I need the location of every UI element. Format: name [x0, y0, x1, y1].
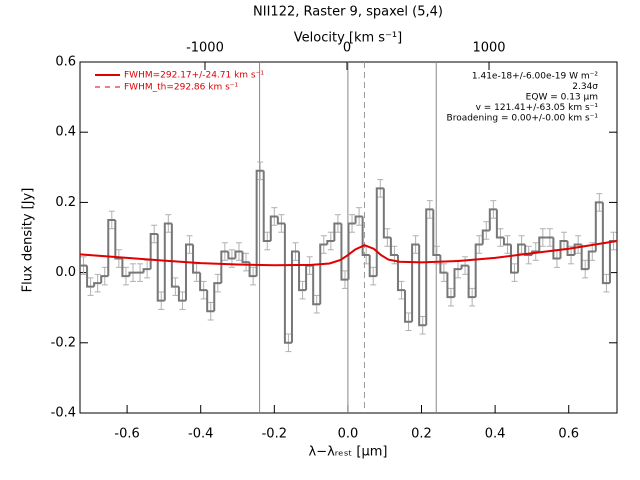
histogram-step	[446, 272, 455, 299]
histogram-step	[418, 244, 427, 327]
histogram-step	[312, 265, 321, 306]
x-tick-label: -0.2	[262, 427, 287, 442]
x-tick-label: -0.4	[188, 427, 213, 442]
x-tick-label: 0.6	[558, 427, 579, 442]
histogram-step	[601, 202, 610, 285]
histogram-step	[234, 250, 243, 259]
y-tick-label: 0.0	[55, 265, 76, 280]
histogram-step	[149, 232, 158, 270]
histogram-step	[121, 258, 130, 278]
y-tick-label: 0.2	[55, 195, 76, 210]
histogram-step	[255, 169, 264, 277]
y-axis-label: Flux density [Jy]	[21, 188, 36, 293]
annotation: 2.34σ	[572, 82, 598, 92]
histogram-step	[86, 265, 95, 288]
histogram-step	[510, 244, 519, 274]
histogram-step	[156, 233, 165, 302]
histogram-step	[269, 215, 278, 242]
x2-tick-label: 0	[343, 41, 351, 56]
x-axis-label: λ−λᵣₑₛₜ [μm]	[309, 445, 388, 460]
histogram-step	[163, 222, 172, 301]
histogram-step	[538, 236, 547, 252]
histogram-step	[580, 244, 589, 271]
histogram-step	[114, 219, 123, 260]
annotation: Broadening = 0.00+/-0.00 km s⁻¹	[447, 114, 599, 124]
histogram-step	[495, 209, 504, 239]
annotation: EQW = 0.13 μm	[526, 93, 598, 103]
histogram-step	[411, 243, 420, 322]
histogram-step	[396, 255, 406, 292]
histogram-step	[206, 290, 215, 313]
histogram-step	[347, 222, 356, 280]
histogram-step	[375, 187, 384, 277]
histogram-step	[283, 223, 292, 344]
histogram-step	[368, 255, 377, 278]
chart-title: NII122, Raster 9, spaxel (5,4)	[253, 5, 443, 20]
histogram-step	[333, 222, 342, 242]
histogram-step	[93, 282, 102, 287]
histogram-step	[382, 188, 391, 239]
x2-tick-label: -1000	[186, 41, 224, 56]
histogram-step	[290, 250, 300, 343]
histogram-step	[227, 251, 236, 260]
histogram-step	[326, 240, 335, 245]
histogram-step	[248, 262, 257, 278]
histogram-step	[213, 282, 222, 312]
histogram-step	[559, 240, 568, 259]
histogram-step	[587, 250, 596, 270]
histogram-step	[128, 271, 137, 277]
histogram-step	[474, 243, 483, 298]
histogram-step	[460, 264, 469, 270]
x-tick-label: -0.6	[114, 427, 139, 442]
legend-label: FWHM=292.17+/-24.71 km s⁻¹	[124, 71, 264, 81]
y-tick-label: -0.4	[51, 406, 76, 421]
histogram-step	[100, 275, 109, 284]
histogram-step	[220, 250, 229, 284]
histogram-step	[340, 223, 349, 281]
histogram-step	[177, 286, 186, 302]
histogram-step	[594, 201, 603, 252]
y-tick-label: 0.4	[55, 125, 76, 140]
legend-label: FWHM_th=292.86 km s⁻¹	[124, 83, 239, 93]
histogram-step	[566, 241, 575, 257]
histogram-step	[502, 237, 512, 246]
y-tick-label: -0.2	[51, 335, 76, 350]
histogram-step	[199, 272, 208, 292]
histogram-step	[425, 208, 434, 326]
histogram-step	[389, 237, 398, 257]
x-tick-label: 0.2	[411, 427, 432, 442]
histogram-step	[453, 268, 462, 298]
fit-line	[79, 240, 618, 267]
histogram-step	[481, 229, 490, 245]
x2-axis-label: Velocity [km s⁻¹]	[294, 31, 402, 46]
histogram-step	[276, 216, 285, 225]
x-tick-label: 0.0	[338, 427, 359, 442]
y-tick-label: 0.6	[55, 55, 76, 70]
histogram-step	[573, 243, 582, 256]
histogram-step	[488, 208, 497, 231]
histogram-step	[517, 243, 526, 273]
histogram-step	[404, 290, 413, 323]
histogram-step	[192, 244, 201, 274]
histogram-step	[262, 170, 271, 243]
annotation: v = 121.41+/-63.05 km s⁻¹	[476, 103, 599, 113]
x-tick-label: 0.4	[485, 427, 506, 442]
histogram-step	[319, 243, 328, 305]
histogram-step	[170, 223, 179, 288]
annotation: 1.41e-18+/-6.00e-19 W m⁻²	[472, 72, 599, 82]
histogram-step	[354, 215, 363, 224]
plot-frame	[79, 61, 618, 414]
histogram-step	[184, 243, 194, 301]
histogram-step	[241, 251, 250, 264]
histogram-step	[467, 265, 476, 299]
histogram-step	[361, 216, 370, 257]
x2-tick-label: 1000	[472, 41, 505, 56]
histogram-step	[142, 268, 151, 273]
histogram-step	[432, 209, 441, 257]
histogram-step	[552, 237, 561, 260]
